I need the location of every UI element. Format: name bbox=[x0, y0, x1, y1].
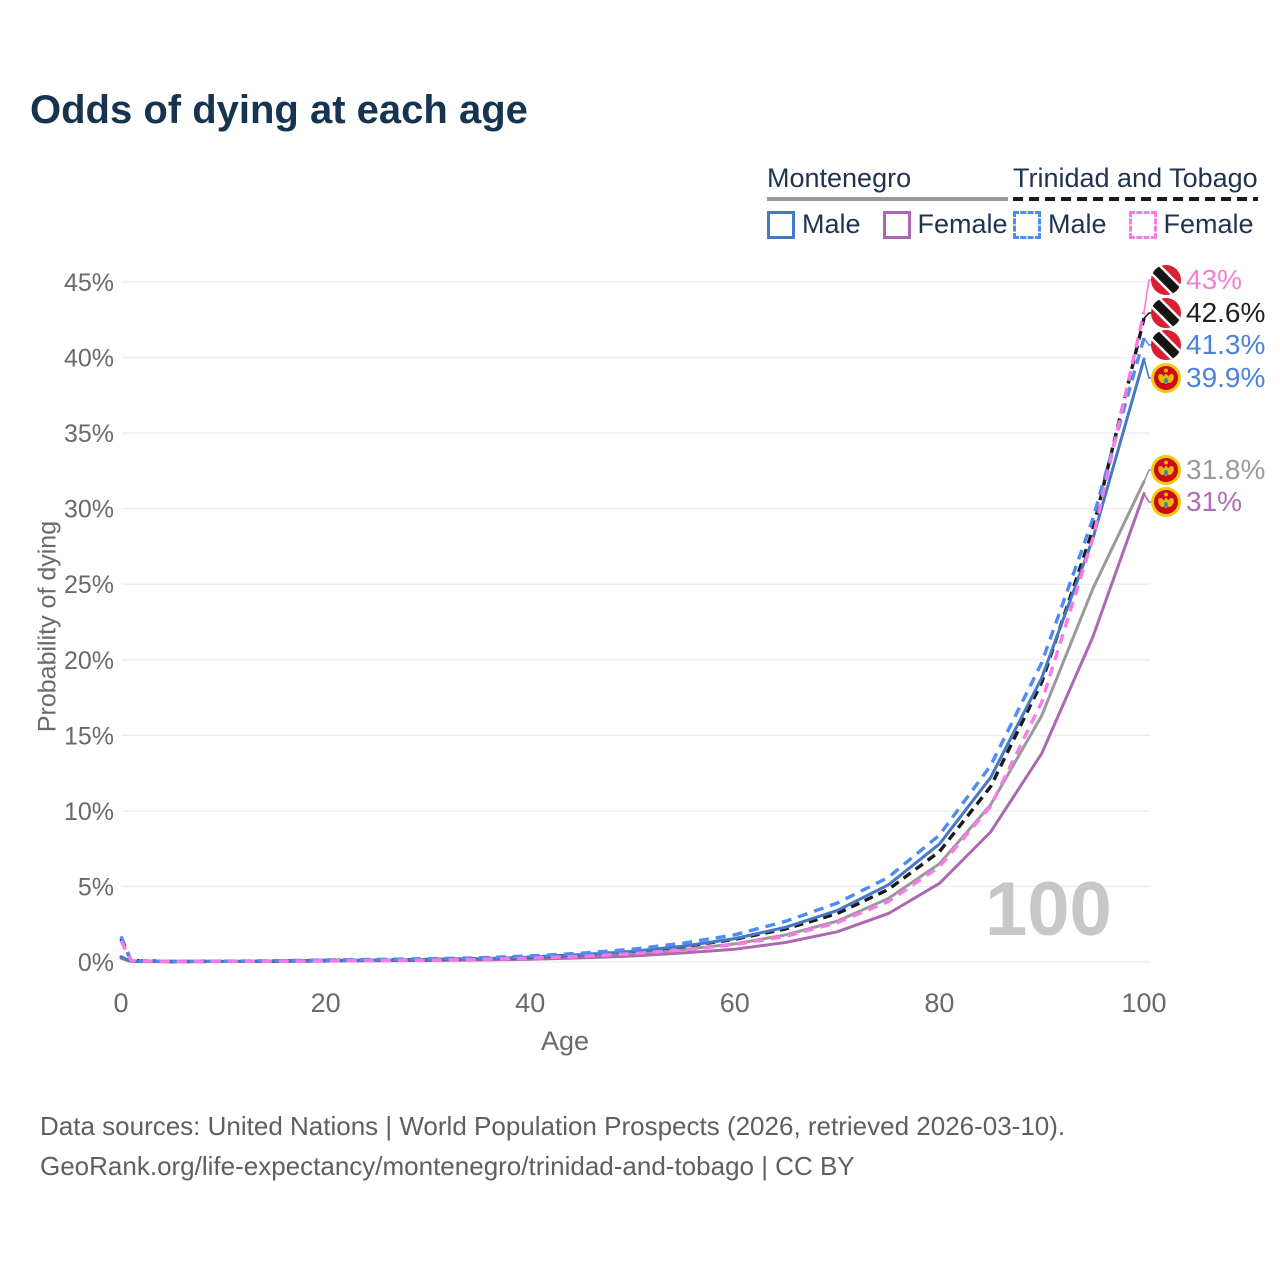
x-tick-label: 60 bbox=[720, 988, 750, 1018]
y-tick-label: 30% bbox=[64, 496, 114, 524]
legend-country-trinidad: Trinidad and Tobago bbox=[1013, 163, 1258, 193]
y-tick-label: 20% bbox=[64, 647, 114, 675]
x-tick-label: 20 bbox=[311, 988, 341, 1018]
x-tick-label: 80 bbox=[924, 988, 954, 1018]
series-end-value: 41.3% bbox=[1186, 329, 1265, 360]
data-sources-line: Data sources: United Nations | World Pop… bbox=[40, 1111, 1066, 1141]
series-end-value: 42.6% bbox=[1186, 297, 1265, 328]
legend-group-trinidad: Trinidad and Tobago Male Female bbox=[1013, 163, 1258, 240]
montenegro-male-swatch-icon bbox=[767, 210, 795, 239]
end-label-connector bbox=[1143, 279, 1153, 313]
montenegro-female-swatch-icon bbox=[882, 210, 911, 239]
trinidad-male-swatch-icon bbox=[1013, 210, 1041, 239]
trinidad-and-tobago-flag-icon bbox=[1151, 330, 1181, 360]
y-axis-title: Probability of dying bbox=[33, 520, 62, 733]
y-tick-label: 15% bbox=[64, 722, 114, 750]
trinidad-and-tobago-flag-icon bbox=[1151, 298, 1181, 328]
series-end-value: 31% bbox=[1186, 486, 1242, 517]
y-tick-label: 10% bbox=[64, 798, 114, 826]
legend-label-trinidad-male: Male bbox=[1048, 209, 1107, 239]
legend-item-trinidad-male[interactable]: Male bbox=[1013, 209, 1107, 240]
y-tick-label: 25% bbox=[64, 571, 114, 599]
montenegro-flag-icon bbox=[1151, 487, 1181, 517]
x-tick-label: 100 bbox=[1121, 988, 1166, 1018]
series-line-tt-female bbox=[119, 311, 1146, 964]
attribution-line: GeoRank.org/life-expectancy/montenegro/t… bbox=[40, 1151, 855, 1181]
series-end-label-me-female: 31% bbox=[1143, 486, 1242, 517]
legend-item-montenegro-female[interactable]: Female bbox=[882, 209, 1008, 240]
y-tick-label: 5% bbox=[78, 873, 114, 901]
y-tick-label: 45% bbox=[64, 269, 114, 297]
legend-country-montenegro: Montenegro bbox=[767, 163, 912, 193]
series-end-label-me-both: 31.8% bbox=[1143, 454, 1265, 485]
x-tick-label: 40 bbox=[515, 988, 545, 1018]
x-tick-label: 0 bbox=[113, 988, 128, 1018]
montenegro-flag-icon bbox=[1151, 455, 1181, 485]
legend-label-montenegro-female: Female bbox=[917, 209, 1008, 239]
series-end-value: 43% bbox=[1186, 264, 1242, 295]
legend-group-montenegro: Montenegro Male Female bbox=[767, 163, 1008, 240]
series-end-label-tt-male: 41.3% bbox=[1143, 329, 1265, 360]
legend-label-montenegro-male: Male bbox=[802, 209, 861, 239]
montenegro-flag-icon bbox=[1151, 363, 1181, 393]
age-watermark: 100 bbox=[985, 867, 1112, 952]
y-tick-label: 40% bbox=[64, 345, 114, 373]
series-end-value: 31.8% bbox=[1186, 454, 1265, 485]
trinidad-line-style-sample bbox=[1013, 197, 1258, 201]
series-end-label-tt-both: 42.6% bbox=[1143, 297, 1265, 328]
legend-label-trinidad-female: Female bbox=[1163, 209, 1254, 239]
series-end-value: 39.9% bbox=[1186, 362, 1265, 393]
y-tick-label: 35% bbox=[64, 420, 114, 448]
x-axis-title: Age bbox=[540, 1026, 590, 1056]
series-end-label-tt-female: 43% bbox=[1143, 264, 1242, 313]
y-tick-label: 0% bbox=[78, 949, 114, 977]
montenegro-line-style-sample bbox=[767, 197, 1008, 201]
trinidad-and-tobago-flag-icon bbox=[1151, 265, 1181, 295]
trinidad-female-swatch-icon bbox=[1128, 210, 1157, 239]
legend-item-montenegro-male[interactable]: Male bbox=[767, 209, 861, 240]
page-title: Odds of dying at each age bbox=[30, 88, 528, 132]
footer: Data sources: United Nations | World Pop… bbox=[40, 1106, 1065, 1186]
legend-item-trinidad-female[interactable]: Female bbox=[1128, 209, 1254, 240]
series-end-label-me-male: 39.9% bbox=[1143, 358, 1265, 393]
